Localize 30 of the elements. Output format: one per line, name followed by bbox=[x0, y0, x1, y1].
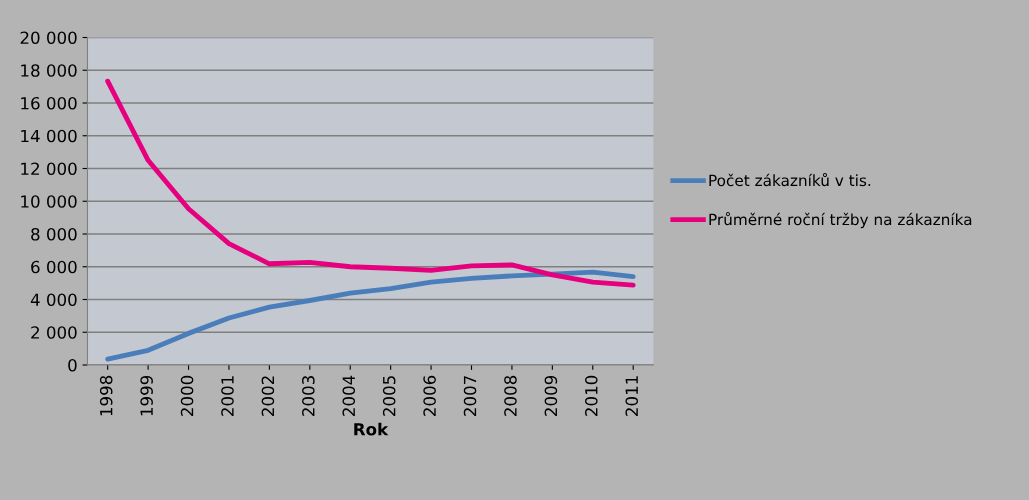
x-tick-label: 2002 bbox=[261, 376, 275, 416]
x-tick-label: 2003 bbox=[302, 376, 315, 416]
y-tick-label: 4 000 bbox=[30, 293, 77, 307]
x-tick-label: 2007 bbox=[463, 376, 477, 416]
y-tick-label: 14 000 bbox=[21, 129, 77, 143]
line-series bbox=[105, 78, 636, 288]
x-tick-label: 2011 bbox=[625, 376, 639, 416]
line-series bbox=[105, 269, 636, 362]
y-tick-label: 10 000 bbox=[21, 195, 77, 208]
x-tick-label: 1998 bbox=[99, 375, 113, 416]
x-tick-label: 2010 bbox=[585, 375, 598, 416]
legend-label: Průměrné roční tržby na zákazníka bbox=[709, 212, 972, 229]
y-tick-label: 16 000 bbox=[21, 96, 77, 110]
y-tick-label: 2 000 bbox=[31, 326, 77, 339]
x-tick-label: 2004 bbox=[342, 375, 356, 416]
y-tick-label: 8 000 bbox=[31, 227, 77, 241]
x-tick-label: 2008 bbox=[504, 375, 517, 416]
x-axis-title: Rok bbox=[354, 422, 389, 436]
y-tick-label: 18 000 bbox=[21, 64, 77, 77]
x-tick-label: 2009 bbox=[544, 375, 558, 416]
x-tick-label: 1999 bbox=[140, 375, 153, 416]
x-tick-label: 2000 bbox=[180, 375, 194, 416]
y-tick-label: 12 000 bbox=[21, 162, 77, 176]
y-tick-label: 0 bbox=[68, 358, 77, 372]
y-tick-label: 20 000 bbox=[20, 31, 77, 45]
legend-label: Počet zákazníků v tis. bbox=[709, 172, 871, 187]
x-tick-label: 2006 bbox=[423, 375, 436, 416]
x-tick-label: 2005 bbox=[382, 376, 396, 416]
y-tick-label: 6 000 bbox=[31, 260, 77, 274]
x-tick-label: 2001 bbox=[221, 376, 234, 416]
